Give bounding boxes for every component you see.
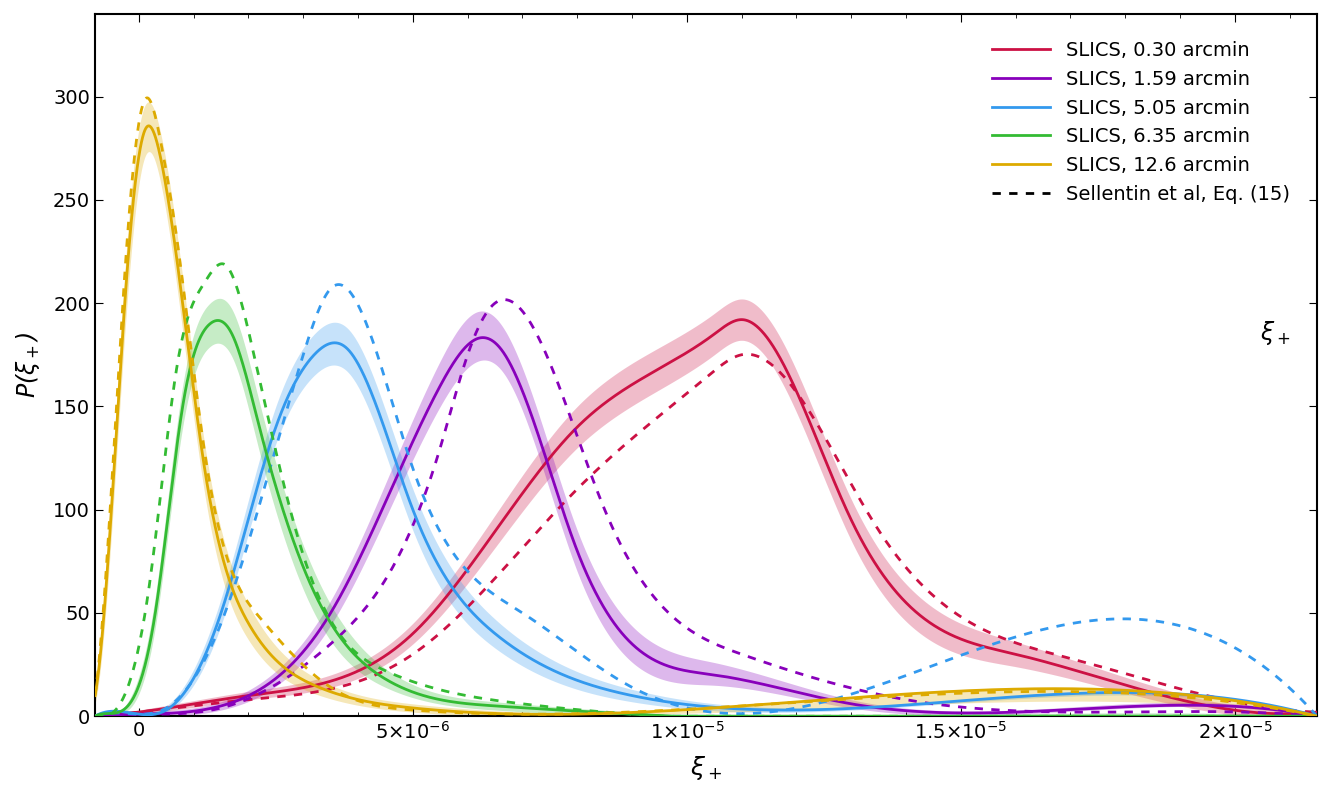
Legend: SLICS, 0.30 arcmin, SLICS, 1.59 arcmin, SLICS, 5.05 arcmin, SLICS, 6.35 arcmin, : SLICS, 0.30 arcmin, SLICS, 1.59 arcmin, … (984, 33, 1298, 212)
Y-axis label: P($\xi_+$): P($\xi_+$) (13, 332, 41, 398)
Text: $\xi_+$: $\xi_+$ (1259, 319, 1290, 347)
X-axis label: $\xi_+$: $\xi_+$ (689, 754, 723, 782)
